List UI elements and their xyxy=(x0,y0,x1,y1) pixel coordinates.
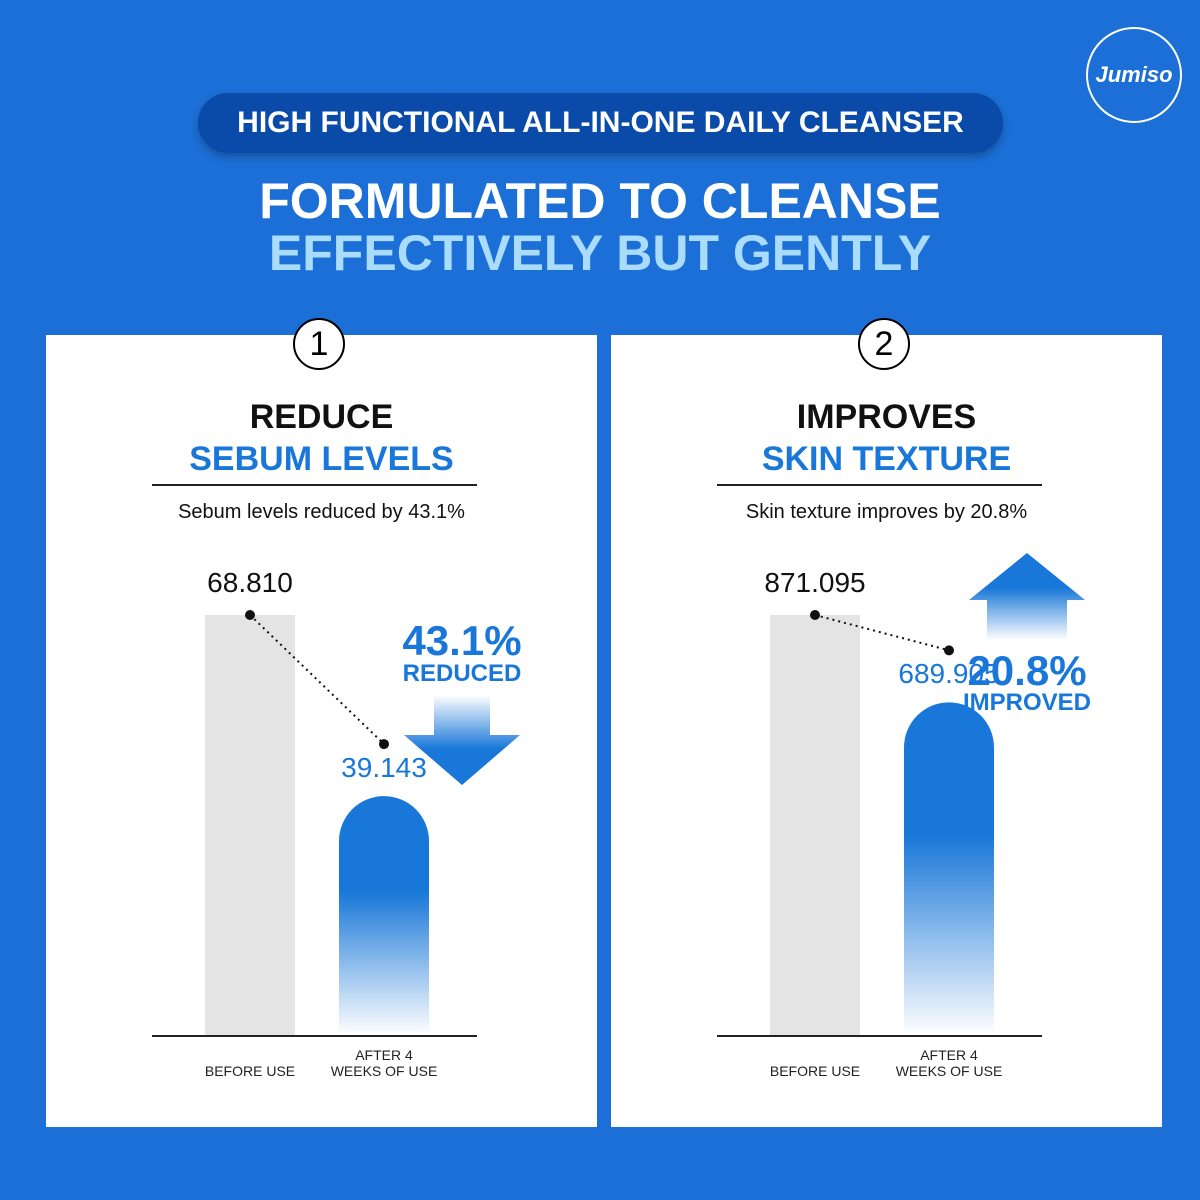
annotation: 20.8% xyxy=(967,647,1087,694)
dot xyxy=(810,610,820,620)
chart-overlay xyxy=(205,610,520,1035)
bar xyxy=(770,615,860,1035)
chart-title: SEBUM LEVELS xyxy=(189,440,454,478)
dot xyxy=(944,645,954,656)
headline: EFFECTIVELY BUT GENTLY xyxy=(268,225,932,281)
chart-title: IMPROVES xyxy=(796,398,977,436)
value-label: 871.095 xyxy=(764,567,866,598)
title-underline xyxy=(717,484,1042,486)
x-tick-label: AFTER 4 WEEKS OF USE xyxy=(330,1047,438,1079)
annotation: 43.1% xyxy=(402,617,522,664)
chart-subtitle: Sebum levels reduced by 43.1% xyxy=(178,501,465,523)
headline: FORMULATED TO CLEANSE xyxy=(259,173,941,229)
dot xyxy=(379,739,389,750)
bar xyxy=(904,702,994,1035)
connector xyxy=(814,614,950,652)
value-label: 39.143 xyxy=(341,752,427,784)
value-label: 689.905 xyxy=(898,658,1000,690)
value-label: 68.810 xyxy=(207,567,293,598)
baseline xyxy=(152,1035,477,1037)
panel-number: 2 xyxy=(858,318,910,370)
chart-subtitle: Skin texture improves by 20.8% xyxy=(745,501,1028,523)
x-tick-label: BEFORE USE xyxy=(769,1063,861,1079)
connector xyxy=(249,614,385,745)
title-underline xyxy=(152,484,477,486)
panel-number: 1 xyxy=(293,318,345,370)
chart-title: SKIN TEXTURE xyxy=(761,440,1012,478)
chart-title: REDUCE xyxy=(249,398,394,436)
chart-overlay xyxy=(770,553,1085,1035)
chart-panel: 1 REDUCE SEBUM LEVELS Sebum levels reduced … xyxy=(46,318,597,1127)
arrow xyxy=(404,695,520,785)
x-tick-label: BEFORE USE xyxy=(204,1063,296,1079)
annotation: IMPROVED xyxy=(962,689,1091,716)
arrow xyxy=(969,553,1085,640)
baseline xyxy=(717,1035,1042,1037)
annotation: REDUCED xyxy=(402,660,522,687)
bar xyxy=(339,796,429,1035)
dot xyxy=(245,610,255,620)
brand-logo: Jumiso xyxy=(1086,27,1182,123)
bar xyxy=(205,615,295,1035)
header-badge: HIGH FUNCTIONAL ALL-IN-ONE DAILY CLEANSE… xyxy=(198,93,1003,153)
chart-panel: 2 IMPROVES SKIN TEXTURE Skin texture improv… xyxy=(611,318,1162,1127)
x-tick-label: AFTER 4 WEEKS OF USE xyxy=(895,1047,1003,1079)
